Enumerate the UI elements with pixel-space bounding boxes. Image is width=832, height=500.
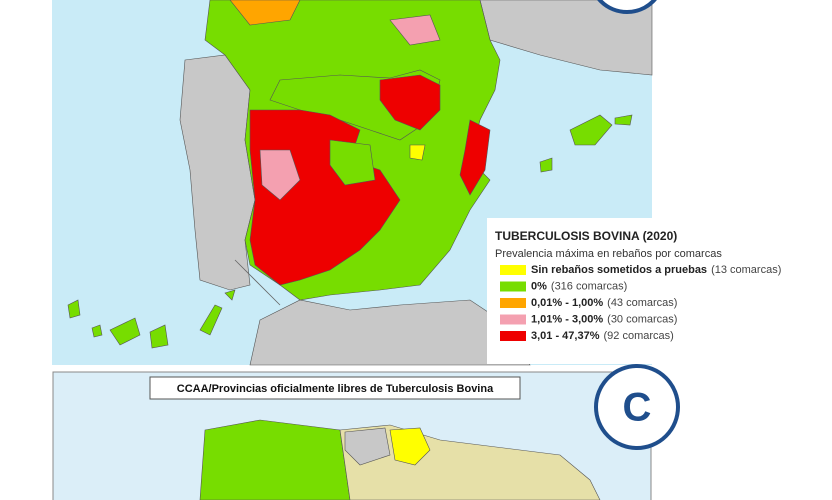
inset-title-box — [149, 376, 521, 400]
top-map — [52, 0, 657, 366]
legend-count: (43 comarcas) — [607, 297, 677, 309]
legend-swatch — [500, 331, 526, 341]
legend-count: (30 comarcas) — [607, 313, 677, 325]
legend-swatch — [500, 298, 526, 308]
green-region — [199, 419, 351, 500]
canary-island — [91, 324, 103, 338]
canary-island — [67, 299, 81, 319]
legend-label: 1,01% - 3,00% — [531, 313, 603, 325]
legend-item: 1,01% - 3,00% (30 comarcas) — [531, 313, 677, 325]
legend-count: (92 comarcas) — [604, 330, 674, 342]
menorca — [614, 114, 633, 126]
legend: TUBERCULOSIS BOVINA (2020) Prevalencia m… — [487, 218, 800, 364]
legend-count: (13 comarcas) — [711, 264, 781, 276]
inset-title: CCAA/Provincias oficialmente libres de T… — [177, 383, 494, 395]
mallorca — [569, 114, 613, 146]
legend-item: Sin rebaños sometidos a pruebas (13 comar… — [531, 264, 781, 276]
bottom-map: CCAA/Provincias oficialmente libres de T… — [52, 364, 680, 500]
legend-label: 0,01% - 1,00% — [531, 297, 603, 309]
canary-island — [199, 304, 223, 336]
legend-title: TUBERCULOSIS BOVINA (2020) — [495, 229, 677, 243]
legend-item: 0,01% - 1,00% (43 comarcas) — [531, 297, 677, 309]
orange-north — [229, 0, 301, 26]
canary-island — [109, 317, 141, 346]
legend-swatch — [500, 314, 526, 325]
badge-letter: C — [623, 386, 652, 430]
green-area — [329, 139, 376, 186]
legend-label: Sin rebaños sometidos a pruebas — [531, 264, 707, 276]
inset-divider — [234, 259, 281, 306]
red-center — [379, 74, 441, 131]
africa — [249, 299, 531, 366]
yellow-area — [409, 144, 426, 161]
red-east — [459, 119, 491, 196]
yellow-region — [389, 427, 431, 466]
legend-swatch — [500, 265, 526, 275]
badge-circle — [594, 364, 680, 450]
legend-label: 3,01 - 47,37% — [531, 330, 600, 342]
legend-label: 0% — [531, 280, 547, 292]
badge-circle — [597, 0, 657, 14]
legend-swatch — [500, 281, 526, 292]
ibiza — [539, 157, 553, 173]
legend-item: 3,01 - 47,37% (92 comarcas) — [531, 330, 674, 342]
legend-count: (316 comarcas) — [551, 280, 627, 292]
legend-item: 0% (316 comarcas) — [531, 280, 627, 292]
canary-island — [224, 289, 236, 301]
pink-north — [389, 14, 441, 46]
pink-area — [259, 149, 301, 201]
gray-region — [344, 427, 391, 466]
legend-box — [487, 218, 800, 364]
legend-subtitle: Prevalencia máxima en rebaños por comarc… — [495, 248, 722, 260]
canary-island — [149, 324, 169, 349]
